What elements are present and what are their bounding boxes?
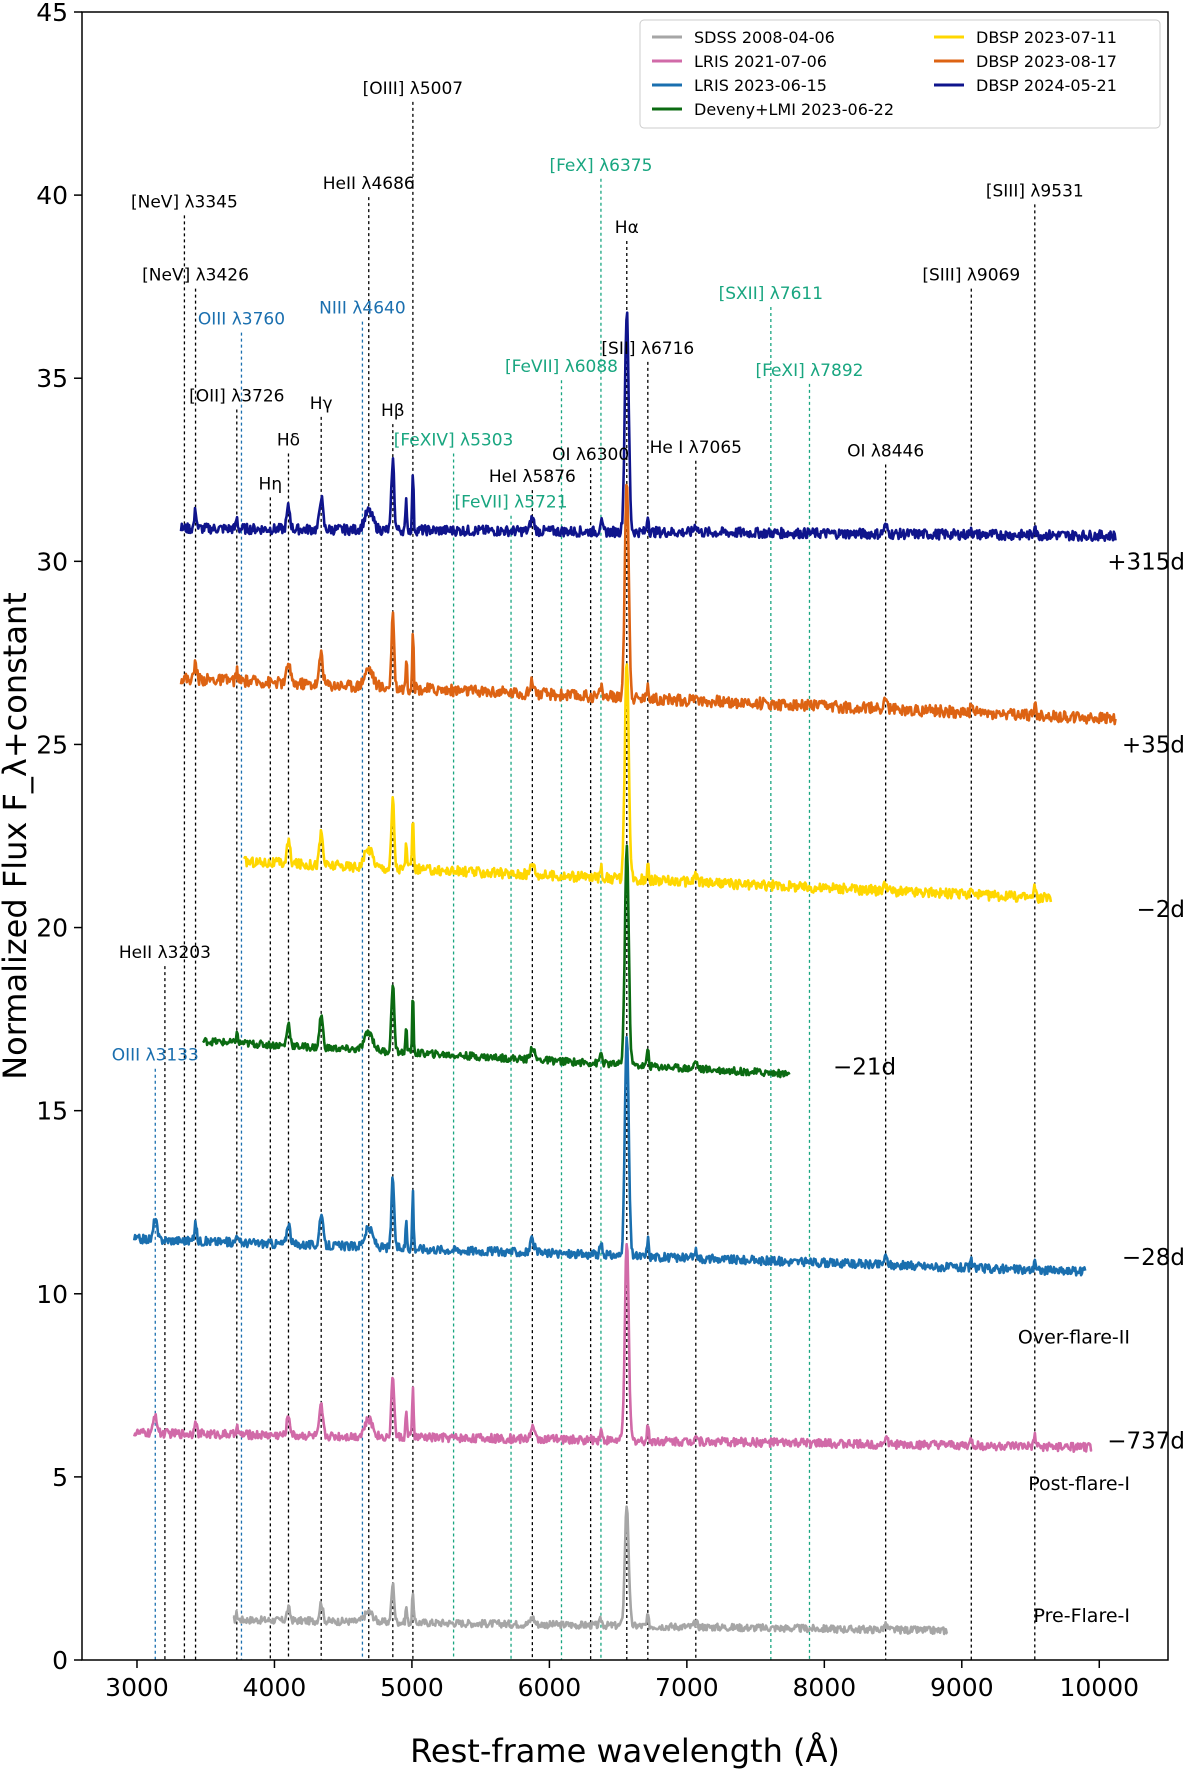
y-axis-title: Normalized Flux F_λ+constant — [0, 592, 34, 1080]
legend-entry: LRIS 2021-07-06 — [694, 52, 827, 71]
x-tick-label: 10000 — [1060, 1673, 1140, 1702]
legend: SDSS 2008-04-06 LRIS 2021-07-06 LRIS 2023-… — [639, 19, 1161, 129]
emission-line-label: [SIII] λ9069 — [922, 266, 1020, 286]
emission-line-label: [SII] λ6716 — [601, 339, 694, 359]
x-axis-ticks: 3000 4000 5000 6000 7000 8000 9000 10000 — [105, 1660, 1139, 1702]
spectrum-line — [202, 844, 791, 1079]
emission-line-label: [FeVII] λ6088 — [505, 357, 618, 377]
legend-entry: SDSS 2008-04-06 — [694, 28, 835, 47]
legend-entry: DBSP 2023-07-11 — [976, 28, 1117, 47]
phase-label: Over-flare-II — [1018, 1327, 1130, 1349]
phase-label: Post-flare-I — [1028, 1473, 1130, 1495]
epoch-label: −2d — [1136, 897, 1185, 923]
epoch-labels: Pre-Flare-I −737d Post-flare-I −28d Over-fla… — [833, 549, 1185, 1627]
emission-line-label: Hγ — [310, 394, 333, 414]
epoch-label: +35d — [1122, 732, 1185, 758]
y-tick-label: 5 — [52, 1463, 68, 1492]
y-tick-label: 0 — [52, 1646, 68, 1675]
emission-line-label: Hα — [615, 218, 639, 238]
y-axis-ticks: 0 5 10 15 20 25 30 35 40 45 — [36, 0, 82, 1675]
y-tick-label: 30 — [36, 547, 68, 576]
emission-line-label: Hβ — [381, 401, 405, 421]
legend-entry: LRIS 2023-06-15 — [694, 76, 827, 95]
emission-line-label: HeI λ5876 — [489, 467, 576, 487]
plot-frame — [81, 11, 1169, 1661]
epoch-label: −737d — [1107, 1428, 1185, 1454]
emission-line-label: [FeVII] λ5721 — [455, 493, 568, 513]
emission-line-label: OIII λ3760 — [198, 310, 285, 330]
emission-line-label: OIII λ3133 — [112, 1046, 199, 1066]
legend-entry: DBSP 2023-08-17 — [976, 52, 1117, 71]
spectrum-line — [179, 483, 1117, 726]
emission-line-label: [FeX] λ6375 — [549, 156, 652, 176]
x-axis-title: Rest-frame wavelength (Å) — [410, 1732, 840, 1770]
epoch-label: −21d — [833, 1055, 896, 1081]
y-tick-label: 15 — [36, 1097, 68, 1126]
emission-line-label: HeII λ3203 — [119, 943, 211, 963]
x-tick-label: 3000 — [105, 1673, 169, 1702]
emission-line-label: OI λ8446 — [847, 441, 924, 461]
phase-label: Pre-Flare-I — [1034, 1605, 1130, 1627]
emission-line-label: [FeXIV] λ5303 — [394, 430, 514, 450]
emission-line-label: HeII λ4686 — [323, 174, 415, 194]
emission-line-label: NIII λ4640 — [319, 299, 406, 319]
y-tick-label: 20 — [36, 914, 68, 943]
emission-line-label: [FeXI] λ7892 — [755, 361, 863, 381]
x-tick-label: 5000 — [380, 1673, 444, 1702]
emission-line-label: He I λ7065 — [650, 438, 742, 458]
emission-line-labels: HeII λ3203 OIII λ3133 [NeV] λ3345 [NeV] λ34… — [112, 79, 1084, 1066]
legend-box — [639, 19, 1161, 129]
emission-line-label: [NeV] λ3345 — [131, 192, 238, 212]
emission-line-label: [SIII] λ9531 — [986, 181, 1084, 201]
spectrum-line — [132, 1243, 1093, 1453]
spectrum-line — [179, 311, 1117, 542]
spectrum-line — [132, 1035, 1087, 1277]
epoch-label: +315d — [1107, 549, 1185, 575]
x-tick-label: 8000 — [793, 1673, 857, 1702]
emission-line-label: Hδ — [277, 430, 300, 450]
x-tick-label: 9000 — [930, 1673, 994, 1702]
x-tick-label: 7000 — [655, 1673, 719, 1702]
emission-line-label: [SXII] λ7611 — [719, 284, 823, 304]
emission-line-label: [NeV] λ3426 — [142, 266, 249, 286]
emission-line-label: [OIII] λ5007 — [363, 79, 463, 99]
y-tick-label: 45 — [36, 0, 68, 27]
emission-line-label: OI λ6300 — [552, 445, 629, 465]
x-tick-label: 6000 — [518, 1673, 582, 1702]
legend-entry: Deveny+LMI 2023-06-22 — [694, 100, 894, 119]
y-tick-label: 10 — [36, 1280, 68, 1309]
legend-entry: DBSP 2024-05-21 — [976, 76, 1117, 95]
y-tick-label: 40 — [36, 181, 68, 210]
emission-line-label: Hη — [259, 474, 283, 494]
emission-line-label: [OII] λ3726 — [189, 387, 284, 407]
spectrum-line — [232, 1505, 949, 1636]
epoch-label: −28d — [1122, 1245, 1185, 1271]
y-tick-label: 25 — [36, 730, 68, 759]
x-tick-label: 4000 — [243, 1673, 307, 1702]
spectrum-series — [132, 311, 1117, 1636]
y-tick-label: 35 — [36, 364, 68, 393]
spectrum-line — [243, 663, 1053, 904]
